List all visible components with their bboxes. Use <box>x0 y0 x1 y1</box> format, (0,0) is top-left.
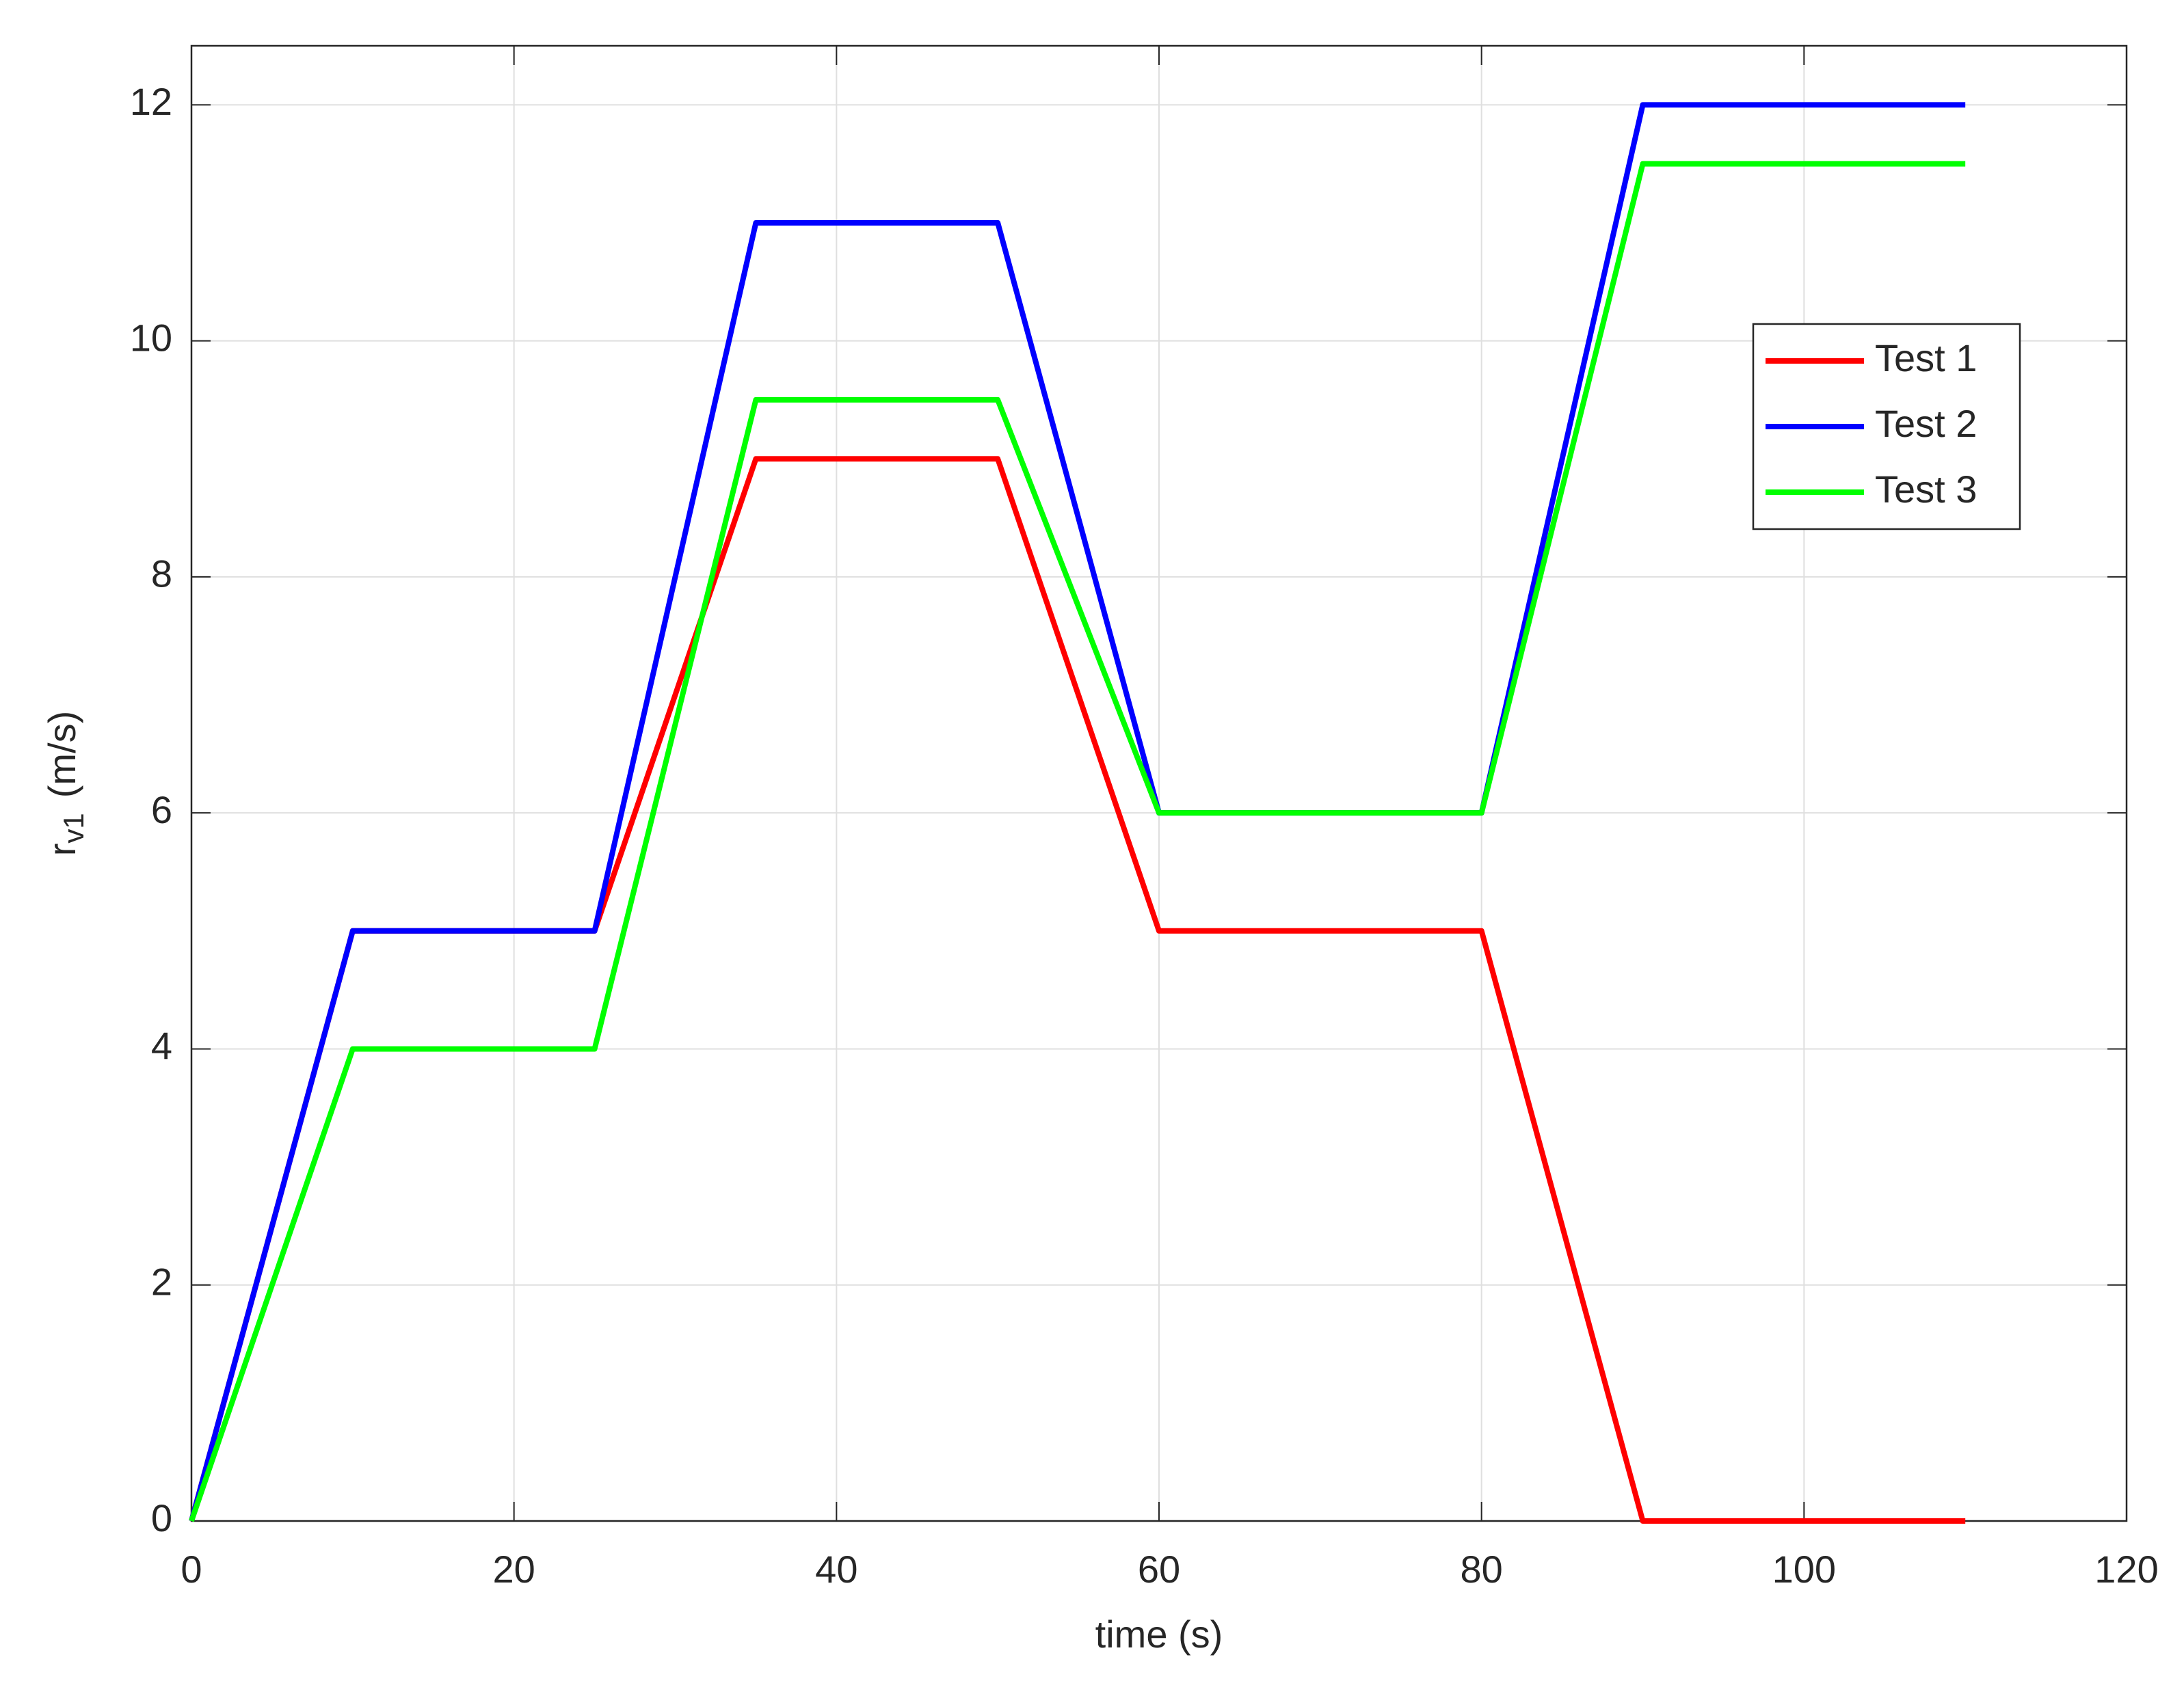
x-tick-label: 80 <box>1461 1548 1503 1591</box>
x-tick-label: 40 <box>815 1548 857 1591</box>
y-label-unit: (m/s) <box>40 711 83 798</box>
x-tick-label: 0 <box>181 1548 202 1591</box>
x-axis-label: time (s) <box>1095 1613 1223 1656</box>
axes-box <box>190 44 2128 1522</box>
data-line <box>189 161 1966 1522</box>
legend-label: Test 1 <box>1875 336 1977 379</box>
y-axis-label: rv1 (m/s) <box>40 711 90 857</box>
y-tick-label: 12 <box>130 80 172 123</box>
x-tick-label: 20 <box>493 1548 535 1591</box>
data-line <box>189 102 1966 1522</box>
y-tick-label: 10 <box>130 316 172 359</box>
legend-label: Test 2 <box>1875 402 1977 445</box>
y-label-subscript: v1 <box>57 813 90 843</box>
y-tick-label: 4 <box>151 1024 172 1067</box>
y-label-base: r <box>40 844 83 857</box>
y-tick-label: 6 <box>151 788 172 831</box>
x-tick-label: 100 <box>1772 1548 1836 1591</box>
legend-label: Test 3 <box>1875 468 1977 511</box>
x-tick-label: 60 <box>1138 1548 1180 1591</box>
y-tick-label: 0 <box>151 1496 172 1539</box>
y-tick-label: 8 <box>151 552 172 595</box>
y-tick-label: 2 <box>151 1261 172 1304</box>
x-tick-label: 120 <box>2094 1548 2158 1591</box>
